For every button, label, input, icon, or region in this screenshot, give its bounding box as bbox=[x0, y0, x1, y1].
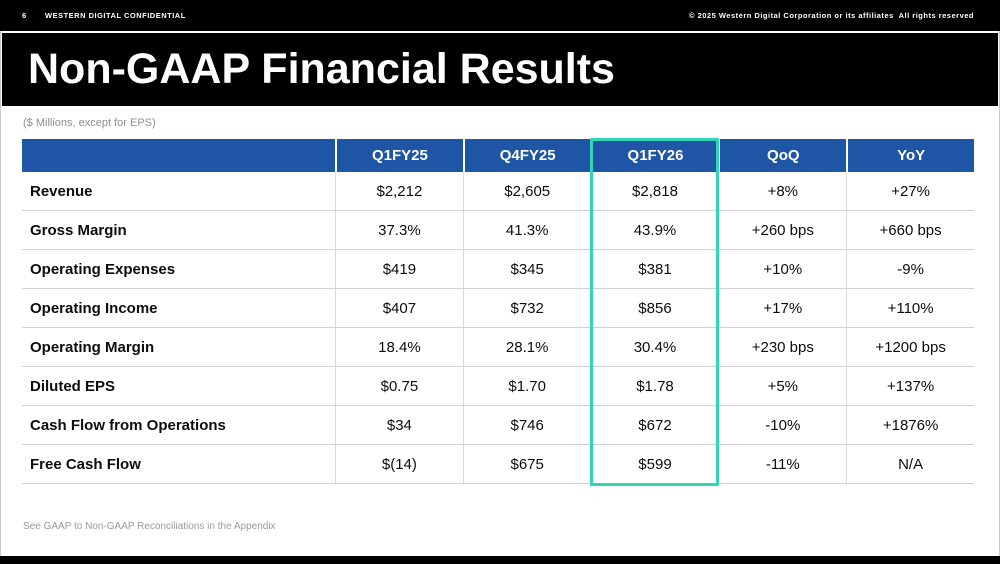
cell-qoq: +230 bps bbox=[718, 328, 846, 366]
row-label: Diluted EPS bbox=[30, 377, 116, 395]
row-label: Cash Flow from Operations bbox=[30, 416, 226, 434]
cell-qoq: +260 bps bbox=[718, 211, 846, 249]
table-row-operating-expenses: Operating Expenses $419 $345 $381 +10% -… bbox=[22, 250, 974, 289]
cell-q4fy25: 28.1% bbox=[462, 328, 591, 366]
header-q1fy26: Q1FY26 bbox=[590, 139, 719, 172]
meta-bar: 6 WESTERN DIGITAL CONFIDENTIAL © 2025 We… bbox=[0, 0, 1000, 31]
cell-q4fy25: $675 bbox=[462, 445, 591, 483]
cell-q1fy26: $599 bbox=[590, 445, 719, 483]
cell-qoq: +10% bbox=[718, 250, 846, 288]
header-qoq: QoQ bbox=[718, 139, 847, 172]
table-row-cash-flow-operations: Cash Flow from Operations $34 $746 $672 … bbox=[22, 406, 974, 445]
cell-q4fy25: 41.3% bbox=[462, 211, 591, 249]
title-band: Non-GAAP Financial Results bbox=[2, 33, 998, 106]
cell-q1fy25: $419 bbox=[335, 250, 463, 288]
financial-results-table: Q1FY25 Q4FY25 Q1FY26 QoQ YoY Revenue $2,… bbox=[22, 138, 974, 486]
cell-qoq: +5% bbox=[718, 367, 846, 405]
cell-q4fy25: $732 bbox=[462, 289, 591, 327]
cell-q1fy25: $0.75 bbox=[335, 367, 463, 405]
cell-yoy: -9% bbox=[846, 250, 974, 288]
cell-qoq: -10% bbox=[718, 406, 846, 444]
header-q4fy25: Q4FY25 bbox=[462, 139, 591, 172]
cell-q1fy25: $(14) bbox=[335, 445, 463, 483]
cell-q1fy25: $34 bbox=[335, 406, 463, 444]
table-header-row: Q1FY25 Q4FY25 Q1FY26 QoQ YoY bbox=[22, 139, 974, 172]
cell-yoy: +110% bbox=[846, 289, 974, 327]
header-q1fy25: Q1FY25 bbox=[335, 139, 463, 172]
row-label: Revenue bbox=[30, 182, 93, 200]
table-row-revenue: Revenue $2,212 $2,605 $2,818 +8% +27% bbox=[22, 172, 974, 211]
cell-q4fy25: $746 bbox=[462, 406, 591, 444]
cell-q4fy25: $345 bbox=[462, 250, 591, 288]
cell-q1fy26: 30.4% bbox=[590, 328, 719, 366]
cell-q1fy26: $381 bbox=[590, 250, 719, 288]
cell-q4fy25: $2,605 bbox=[462, 172, 591, 210]
bottom-band bbox=[0, 556, 1000, 564]
cell-q1fy26: $2,818 bbox=[590, 172, 719, 210]
cell-yoy: +1200 bps bbox=[846, 328, 974, 366]
cell-q1fy25: $407 bbox=[335, 289, 463, 327]
table-row-free-cash-flow: Free Cash Flow $(14) $675 $599 -11% N/A bbox=[22, 445, 974, 484]
row-label: Free Cash Flow bbox=[30, 455, 141, 473]
cell-yoy: +27% bbox=[846, 172, 974, 210]
table-row-diluted-eps: Diluted EPS $0.75 $1.70 $1.78 +5% +137% bbox=[22, 367, 974, 406]
cell-q1fy25: 37.3% bbox=[335, 211, 463, 249]
row-label: Gross Margin bbox=[30, 221, 127, 239]
page-title: Non-GAAP Financial Results bbox=[28, 45, 615, 93]
cell-qoq: +8% bbox=[718, 172, 846, 210]
copyright-notice: © 2025 Western Digital Corporation or it… bbox=[688, 11, 974, 20]
table-row-operating-margin: Operating Margin 18.4% 28.1% 30.4% +230 … bbox=[22, 328, 974, 367]
cell-q1fy25: 18.4% bbox=[335, 328, 463, 366]
cell-q1fy25: $2,212 bbox=[335, 172, 463, 210]
header-yoy: YoY bbox=[846, 139, 974, 172]
cell-yoy: +1876% bbox=[846, 406, 974, 444]
meta-bar-left: 6 WESTERN DIGITAL CONFIDENTIAL bbox=[0, 11, 186, 20]
row-label: Operating Expenses bbox=[30, 260, 176, 278]
units-note: ($ Millions, except for EPS) bbox=[23, 117, 156, 129]
cell-q1fy26: 43.9% bbox=[590, 211, 719, 249]
cell-yoy: +660 bps bbox=[846, 211, 974, 249]
row-label: Operating Income bbox=[30, 299, 158, 317]
cell-q1fy26: $856 bbox=[590, 289, 719, 327]
row-label: Operating Margin bbox=[30, 338, 155, 356]
cell-yoy: N/A bbox=[846, 445, 974, 483]
table-row-gross-margin: Gross Margin 37.3% 41.3% 43.9% +260 bps … bbox=[22, 211, 974, 250]
cell-qoq: -11% bbox=[718, 445, 846, 483]
header-metric-spacer bbox=[22, 139, 335, 172]
table-row-operating-income: Operating Income $407 $732 $856 +17% +11… bbox=[22, 289, 974, 328]
appendix-footnote: See GAAP to Non-GAAP Reconciliations in … bbox=[23, 521, 276, 532]
cell-q4fy25: $1.70 bbox=[462, 367, 591, 405]
confidential-label: WESTERN DIGITAL CONFIDENTIAL bbox=[45, 11, 186, 20]
page-number: 6 bbox=[22, 11, 27, 20]
cell-q1fy26: $1.78 bbox=[590, 367, 719, 405]
cell-q1fy26: $672 bbox=[590, 406, 719, 444]
cell-yoy: +137% bbox=[846, 367, 974, 405]
cell-qoq: +17% bbox=[718, 289, 846, 327]
